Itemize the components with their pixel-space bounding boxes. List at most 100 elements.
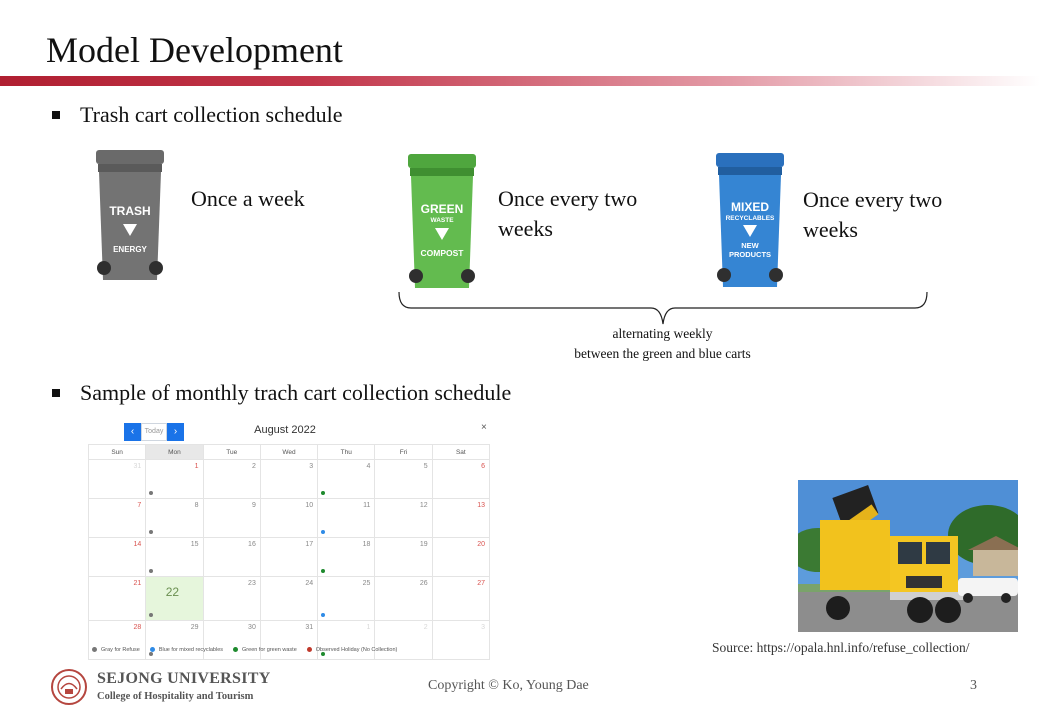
calendar-day[interactable]: 1 [145,459,204,499]
today-button[interactable]: Today [141,423,167,441]
curly-brace-icon [398,291,928,325]
calendar-day-today[interactable]: 22 [145,576,204,621]
calendar-day[interactable]: 15 [145,537,204,577]
bullet-trash-schedule: Trash cart collection schedule [52,101,343,129]
weekday-header: Mon [145,444,204,460]
weekday-header: Thu [317,444,376,460]
cart-label: NEW [741,241,759,250]
calendar-day[interactable]: 1 [317,620,376,660]
bullet-monthly-sample: Sample of monthly trach cart collection … [52,379,511,407]
green-dot-icon [233,647,239,653]
legend-label: Blue for mixed recyclables [158,647,224,653]
page-number: 3 [970,678,977,693]
calendar-day[interactable]: 9 [202,498,261,538]
calendar-day[interactable]: 7 [87,498,147,538]
image-source-note: Source: https://opala.hnl.info/refuse_co… [712,640,970,655]
calendar-day[interactable]: 17 [259,537,319,577]
blue-dot-icon [149,647,155,653]
cart-label: ENERGY [113,245,147,254]
collection-dot-icon [321,613,326,617]
calendar-grid: Sun Mon Tue Wed Thu Fri Sat 31 1 2 3 4 5… [87,444,491,660]
title-underline-bar [0,76,1040,86]
bullet-square-icon [52,110,60,119]
calendar-day[interactable]: 6 [431,459,491,499]
calendar-day[interactable]: 31 [87,459,147,499]
weekday-header: Sun [87,444,147,460]
cart-label: WASTE [430,217,454,224]
college-name: College of Hospitality and Tourism [97,691,254,702]
calendar-day[interactable]: 18 [317,537,376,577]
calendar-day[interactable]: 19 [374,537,433,577]
weekday-header: Tue [202,444,261,460]
calendar-nav: ‹ Today › [124,423,184,441]
calendar-day[interactable]: 3 [431,620,491,660]
calendar-day[interactable]: 23 [202,576,261,621]
collection-dot-icon [321,652,326,656]
blue-mixed-recyclables-cart-icon: MIXED RECYCLABLES NEW PRODUCTS [714,151,786,296]
bullet-square-icon [52,388,60,397]
calendar-day[interactable]: 29 [145,620,204,660]
calendar-day[interactable]: 24 [259,576,319,621]
calendar-day[interactable]: 12 [374,498,433,538]
calendar-day[interactable]: 20 [431,537,491,577]
collection-dot-icon [321,530,326,534]
legend-item: Blue for mixed recyclables [149,647,224,653]
weekday-header: Sat [431,444,491,460]
calendar-day[interactable]: 16 [202,537,261,577]
collection-dot-icon [321,491,326,495]
cart-schedule-text: Once a week [191,186,305,211]
brace-annotation: alternating weekly between the green and… [540,324,785,364]
cart-schedule-text: Once every two weeks [803,187,943,242]
calendar-day[interactable]: 28 [87,620,147,660]
collection-dot-icon [149,569,154,573]
copyright-text: Copyright © Ko, Young Dae [428,678,589,693]
calendar-day[interactable]: 30 [202,620,261,660]
legend-label: Gray for Refuse [101,647,140,653]
calendar-day[interactable]: 14 [87,537,147,577]
bullet-text: Sample of monthly trach cart collection … [80,380,512,405]
cart-label: RECYCLABLES [726,215,775,222]
close-icon[interactable]: × [481,422,487,433]
calendar-day[interactable]: 13 [431,498,491,538]
brace-annotation-line: between the green and blue carts [574,346,751,361]
legend-label: Observed Holiday (No Collection) [315,647,398,653]
collection-dot-icon [149,652,154,656]
green-waste-cart-icon: GREEN WASTE COMPOST [406,152,478,297]
cart-label: COMPOST [421,248,465,258]
brace-annotation-line: alternating weekly [612,326,713,341]
calendar-day[interactable]: 21 [87,576,147,621]
cart-label: GREEN [421,202,464,216]
calendar-day[interactable]: 8 [145,498,204,538]
collection-dot-icon [149,491,154,495]
calendar-day[interactable]: 27 [431,576,491,621]
calendar-day[interactable]: 5 [374,459,433,499]
collection-dot-icon [321,569,326,573]
red-dot-icon [306,647,312,653]
cart-schedule-text: Once every two weeks [498,186,638,241]
weekday-header: Wed [259,444,319,460]
calendar-day[interactable]: 25 [317,576,376,621]
cart-label: MIXED [731,200,769,214]
university-name: SEJONG UNIVERSITY [97,670,271,687]
weekday-header: Fri [374,444,433,460]
calendar-day[interactable]: 2 [202,459,261,499]
cart-label: TRASH [109,204,150,218]
legend-label: Green for green waste [242,647,297,653]
slide-title: Model Development [46,30,343,70]
cart-label: PRODUCTS [729,250,771,259]
prev-month-button[interactable]: ‹ [124,423,141,441]
calendar-day[interactable]: 3 [259,459,319,499]
calendar-widget: ‹ Today › August 2022 × Sun Mon Tue Wed … [87,420,491,660]
gray-trash-cart-icon: TRASH ENERGY [94,148,166,293]
calendar-day[interactable]: 2 [374,620,433,660]
gray-dot-icon [92,647,97,653]
calendar-day[interactable]: 11 [317,498,376,538]
next-month-button[interactable]: › [167,423,184,441]
calendar-day[interactable]: 10 [259,498,319,538]
university-seal-logo [51,669,87,705]
calendar-day[interactable]: 4 [317,459,376,499]
calendar-day[interactable]: 26 [374,576,433,621]
calendar-legend: Gray for Refuse Blue for mixed recyclabl… [92,647,397,653]
calendar-day[interactable]: 31 [259,620,319,660]
legend-item: Gray for Refuse [92,647,140,653]
